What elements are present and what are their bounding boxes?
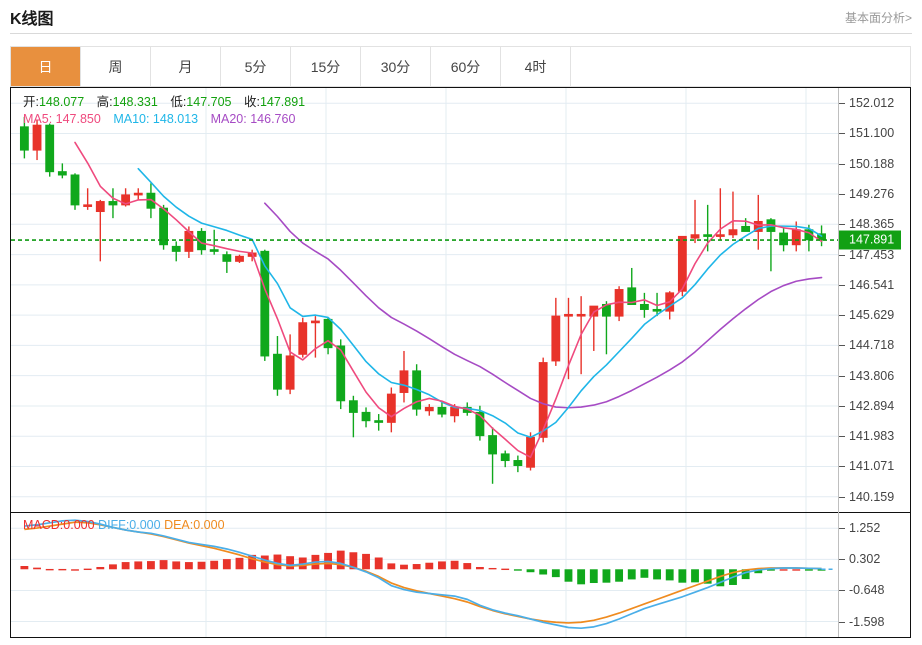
current-price-badge: 147.891 bbox=[839, 230, 901, 250]
price-tick-mark bbox=[839, 345, 845, 347]
price-axis-label: 142.894 bbox=[849, 398, 895, 413]
close-value: 147.891 bbox=[259, 95, 306, 109]
macd-legend: MACD:0.000 DIFF:0.000 DEA:0.000 bbox=[23, 518, 225, 532]
macd-plot[interactable] bbox=[11, 513, 838, 637]
fundamental-analysis-link[interactable]: 基本面分析> bbox=[844, 11, 912, 25]
low-label: 低: bbox=[170, 95, 187, 109]
ma5-legend: MA5: 147.850 bbox=[23, 112, 101, 126]
price-tick-mark bbox=[839, 103, 845, 105]
page-title: K线图 bbox=[10, 11, 54, 28]
price-tick-mark bbox=[839, 163, 845, 165]
price-axis-label: 143.806 bbox=[849, 368, 895, 383]
tab-2[interactable]: 月 bbox=[151, 47, 221, 86]
price-tick-mark bbox=[839, 436, 845, 438]
page-header: K线图 基本面分析> bbox=[0, 0, 922, 33]
price-axis-label: 147.453 bbox=[849, 247, 895, 262]
price-tick-mark bbox=[839, 375, 845, 377]
tab-0[interactable]: 日 bbox=[11, 47, 81, 86]
high-label: 高: bbox=[96, 95, 113, 109]
macd-tick-mark bbox=[839, 559, 845, 561]
macd-axis-label: -1.598 bbox=[849, 614, 885, 629]
ma-legend-row: MA5: 147.850 MA10: 148.013 MA20: 146.760 bbox=[23, 111, 305, 128]
tabbar-filler bbox=[571, 47, 910, 86]
tab-3[interactable]: 5分 bbox=[221, 47, 291, 86]
low-value: 147.705 bbox=[186, 95, 232, 109]
timeframe-tabbar[interactable]: 日周月 5分 15分 30分 60分 4时 bbox=[10, 46, 911, 87]
price-axis-label: 151.100 bbox=[849, 126, 895, 141]
price-tick-mark bbox=[839, 133, 845, 135]
price-axis-label: 148.365 bbox=[849, 217, 895, 232]
pane-divider bbox=[11, 512, 910, 513]
price-axis-label: 145.629 bbox=[849, 308, 895, 323]
ma10-legend: MA10: 148.013 bbox=[113, 112, 199, 126]
tab-1[interactable]: 周 bbox=[81, 47, 151, 86]
ohlc-legend-row: 开:148.077 高:148.331 低:147.705 收:147.891 bbox=[23, 94, 305, 111]
tab-4[interactable]: 15分 bbox=[291, 47, 361, 86]
price-tick-mark bbox=[839, 466, 845, 468]
price-tick-mark bbox=[839, 496, 845, 498]
price-tick-mark bbox=[839, 254, 845, 256]
high-value: 148.331 bbox=[112, 95, 158, 109]
header-divider bbox=[10, 33, 912, 34]
open-value: 148.077 bbox=[38, 95, 85, 109]
price-tick-mark bbox=[839, 315, 845, 317]
close-label: 收: bbox=[243, 95, 260, 109]
price-axis-label: 146.541 bbox=[849, 277, 895, 292]
price-tick-mark bbox=[839, 284, 845, 286]
chart-frame: 开:148.077 高:148.331 低:147.705 收:147.891 … bbox=[10, 87, 911, 638]
price-axis-label: 150.188 bbox=[849, 156, 895, 171]
tab-5[interactable]: 30分 bbox=[361, 47, 431, 86]
macd-axis-label: 1.252 bbox=[849, 521, 881, 536]
price-tick-mark bbox=[839, 405, 845, 407]
price-axis-label: 141.983 bbox=[849, 429, 895, 444]
price-axis-label: 140.159 bbox=[849, 489, 895, 504]
macd-axis-label: -0.648 bbox=[849, 583, 885, 598]
macd-tick-mark bbox=[839, 590, 845, 592]
candlestick-plot[interactable] bbox=[11, 88, 838, 512]
tab-6[interactable]: 60分 bbox=[431, 47, 501, 86]
price-tick-mark bbox=[839, 224, 845, 226]
price-axis-label: 149.276 bbox=[849, 187, 895, 202]
open-label: 开: bbox=[23, 95, 39, 109]
price-axis-label: 152.012 bbox=[849, 96, 895, 111]
ohlc-legend: 开:148.077 高:148.331 低:147.705 收:147.891 … bbox=[23, 94, 305, 128]
ma20-legend: MA20: 146.760 bbox=[210, 112, 296, 126]
price-tick-mark bbox=[839, 194, 845, 196]
macd-value-label: MACD:0.000 bbox=[23, 518, 95, 532]
price-axis-labels: 152.012 151.100 150.188 149.276 148.365 147.4… bbox=[839, 88, 911, 637]
dea-value-label: DEA:0.000 bbox=[164, 518, 225, 532]
axis-divider bbox=[838, 88, 839, 637]
diff-value-label: DIFF:0.000 bbox=[98, 518, 161, 532]
macd-tick-mark bbox=[839, 528, 845, 530]
price-axis-label: 141.071 bbox=[849, 459, 895, 474]
macd-axis-label: 0.302 bbox=[849, 552, 881, 567]
tab-7[interactable]: 4时 bbox=[501, 47, 571, 86]
macd-tick-mark bbox=[839, 621, 845, 623]
price-axis-label: 144.718 bbox=[849, 338, 895, 353]
